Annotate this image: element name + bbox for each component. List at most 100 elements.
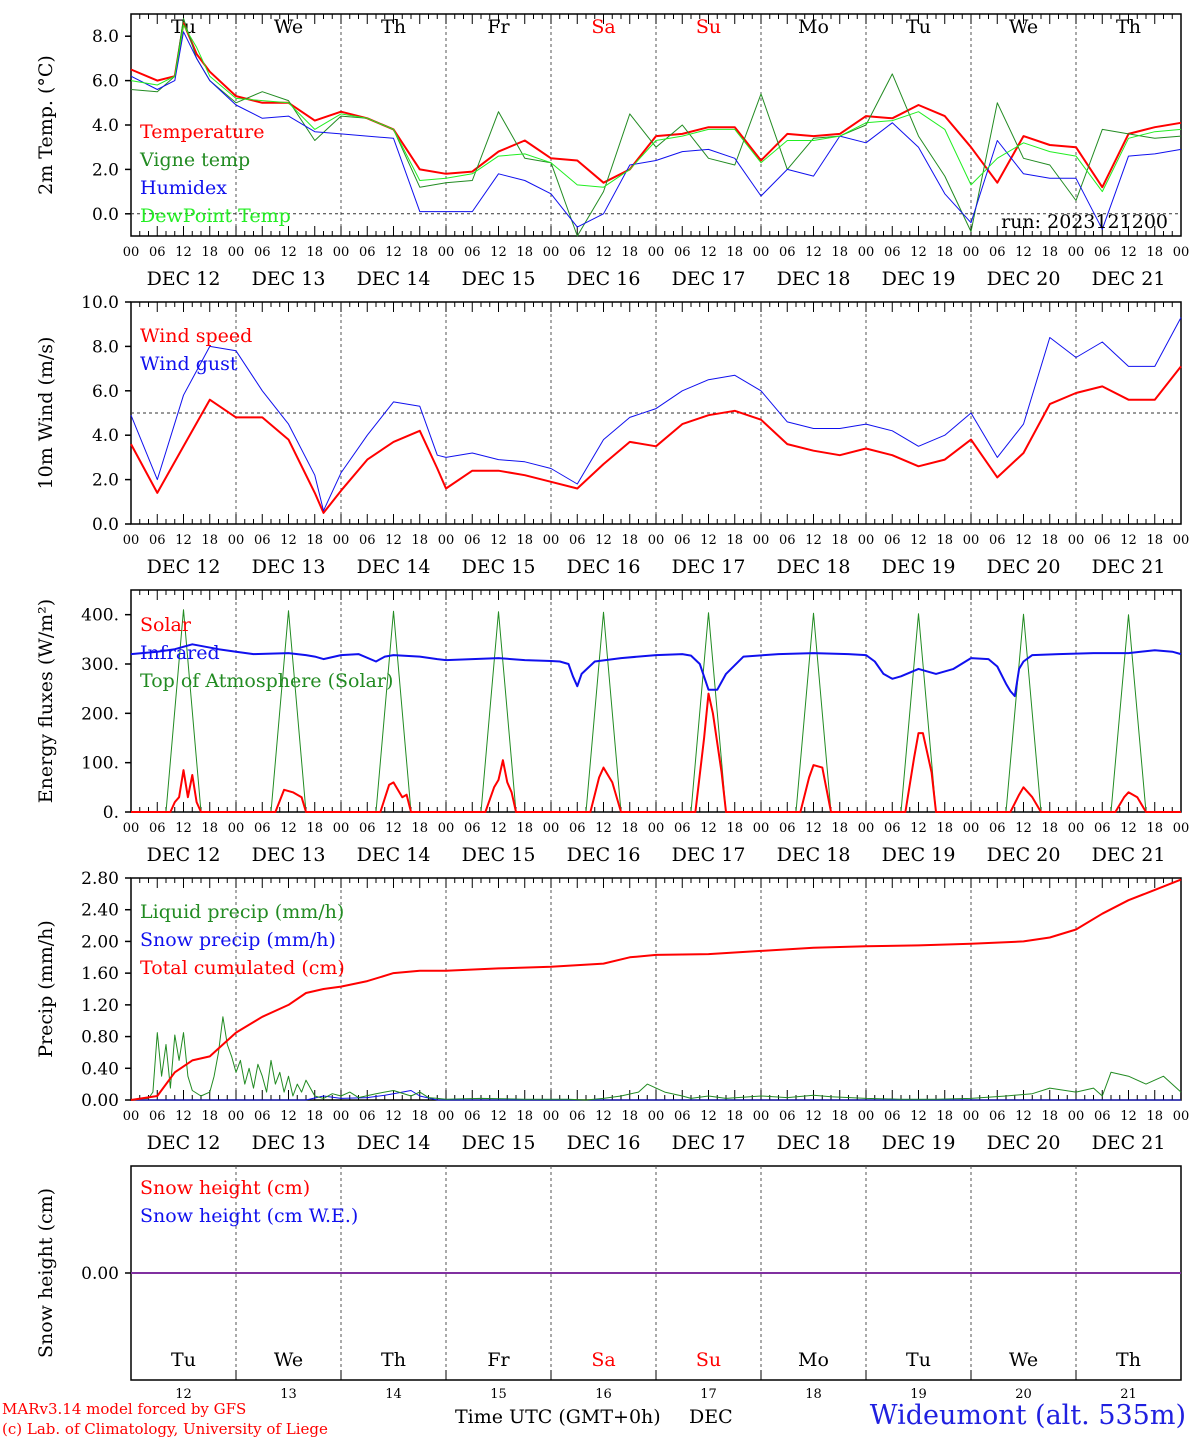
credit-lab: (c) Lab. of Climatology, University of L… xyxy=(2,1420,328,1438)
wind-ytick-label: 4.0 xyxy=(92,426,119,446)
temp-hour-label: 00 xyxy=(123,245,140,260)
temp-series-dewpoint-temp xyxy=(130,24,1182,193)
energy-hour-label: 12 xyxy=(595,821,612,836)
temp-date-label: DEC 13 xyxy=(252,268,326,290)
temp-hour-label: 12 xyxy=(1120,245,1137,260)
energy-hour-label: 18 xyxy=(1146,821,1163,836)
energy-hour-label: 00 xyxy=(1068,821,1085,836)
precip-date-label: DEC 18 xyxy=(777,1132,851,1154)
temp-ytick-label: 2.0 xyxy=(92,160,119,180)
energy-hour-label: 00 xyxy=(648,821,665,836)
energy-date-label: DEC 12 xyxy=(147,844,221,866)
energy-hour-label: 00 xyxy=(543,821,560,836)
temp-hour-label: 06 xyxy=(884,245,901,260)
energy-hour-label: 18 xyxy=(831,821,848,836)
precip-legend-liquid-precip-mm-h-: Liquid precip (mm/h) xyxy=(140,901,344,923)
temp-hour-label: 12 xyxy=(280,245,297,260)
temp-date-label: DEC 16 xyxy=(567,268,641,290)
snow-y-axis-title: Snow height (cm) xyxy=(35,1188,57,1358)
precip-hour-label: 00 xyxy=(438,1109,455,1124)
wind-hour-label: 06 xyxy=(464,533,481,548)
temp-date-label: DEC 12 xyxy=(147,268,221,290)
temp-hour-label: 18 xyxy=(306,245,323,260)
temp-hour-label: 18 xyxy=(411,245,428,260)
energy-ytick-label: 100. xyxy=(81,754,119,774)
precip-date-label: DEC 21 xyxy=(1092,1132,1166,1154)
wind-hour-label: 18 xyxy=(831,533,848,548)
precip-hour-label: 00 xyxy=(753,1109,770,1124)
energy-date-label: DEC 20 xyxy=(987,844,1061,866)
wind-date-label: DEC 17 xyxy=(672,556,746,578)
precip-date-label: DEC 13 xyxy=(252,1132,326,1154)
temp-hour-label: 00 xyxy=(753,245,770,260)
wind-hour-label: 00 xyxy=(1173,533,1190,548)
wind-date-label: DEC 13 xyxy=(252,556,326,578)
station-title: Wideumont (alt. 535m) xyxy=(869,1400,1186,1431)
wind-hour-label: 12 xyxy=(385,533,402,548)
wind-hour-label: 12 xyxy=(1015,533,1032,548)
temp-day-name: Tu xyxy=(906,16,931,38)
energy-date-label: DEC 16 xyxy=(567,844,641,866)
wind-date-label: DEC 21 xyxy=(1092,556,1166,578)
wind-hour-label: 06 xyxy=(989,533,1006,548)
temp-series-humidex xyxy=(130,31,1182,230)
wind-hour-label: 00 xyxy=(438,533,455,548)
temp-hour-label: 12 xyxy=(175,245,192,260)
energy-hour-label: 12 xyxy=(1120,821,1137,836)
precip-hour-label: 00 xyxy=(543,1109,560,1124)
snow-ytick-label: 0.00 xyxy=(81,1264,119,1284)
wind-ytick-label: 8.0 xyxy=(92,337,119,357)
precip-hour-label: 06 xyxy=(254,1109,271,1124)
energy-hour-label: 12 xyxy=(385,821,402,836)
x-axis-title: Time UTC (GMT+0h) xyxy=(455,1406,661,1428)
precip-date-label: DEC 20 xyxy=(987,1132,1061,1154)
wind-date-label: DEC 14 xyxy=(357,556,431,578)
energy-hour-label: 00 xyxy=(858,821,875,836)
wind-hour-label: 18 xyxy=(306,533,323,548)
energy-hour-label: 12 xyxy=(280,821,297,836)
temp-hour-label: 00 xyxy=(1068,245,1085,260)
temp-ytick-label: 6.0 xyxy=(92,72,119,92)
temp-date-label: DEC 20 xyxy=(987,268,1061,290)
precip-ytick-label: 2.00 xyxy=(81,932,119,952)
snow-day-name: Th xyxy=(1116,1349,1141,1371)
energy-ytick-label: 400. xyxy=(81,606,119,626)
temp-hour-label: 00 xyxy=(963,245,980,260)
run-label: run: 2023121200 xyxy=(1001,211,1168,233)
wind-hour-label: 00 xyxy=(543,533,560,548)
precip-series-liquid-precip-mm-h- xyxy=(130,1016,1182,1101)
snow-day-number: 16 xyxy=(595,1387,612,1402)
precip-hour-label: 18 xyxy=(936,1109,953,1124)
precip-hour-label: 00 xyxy=(963,1109,980,1124)
temp-hour-label: 06 xyxy=(1094,245,1111,260)
precip-hour-label: 12 xyxy=(1015,1109,1032,1124)
wind-hour-label: 00 xyxy=(228,533,245,548)
energy-series-infrared xyxy=(130,643,1182,698)
precip-hour-label: 18 xyxy=(621,1109,638,1124)
temp-date-label: DEC 18 xyxy=(777,268,851,290)
precip-hour-label: 00 xyxy=(228,1109,245,1124)
energy-date-label: DEC 19 xyxy=(882,844,956,866)
temp-hour-label: 06 xyxy=(569,245,586,260)
temp-legend-humidex: Humidex xyxy=(140,177,227,199)
snow-day-name: We xyxy=(274,1349,303,1371)
temp-y-axis-title: 2m Temp. (°C) xyxy=(35,55,57,195)
wind-hour-label: 12 xyxy=(1120,533,1137,548)
energy-hour-label: 00 xyxy=(753,821,770,836)
temp-ytick-label: 0.0 xyxy=(92,205,119,225)
meteogram-panels: 0.0 2.0 4.0 6.0 8.0 00 06 12 18 00 06 12 18 00 06 12 18 0… xyxy=(35,13,1190,1402)
wind-hour-label: 12 xyxy=(805,533,822,548)
energy-legend-infrared: Infrared xyxy=(140,642,220,664)
energy-y-axis-title: Energy fluxes (W/m²) xyxy=(35,599,57,803)
precip-hour-label: 12 xyxy=(595,1109,612,1124)
temp-date-label: DEC 14 xyxy=(357,268,431,290)
precip-hour-label: 18 xyxy=(1041,1109,1058,1124)
credit-model: MARv3.14 model forced by GFS xyxy=(2,1400,247,1418)
energy-series-solar xyxy=(131,692,1181,813)
energy-hour-label: 12 xyxy=(175,821,192,836)
snow-day-name: Tu xyxy=(906,1349,931,1371)
wind-hour-label: 18 xyxy=(621,533,638,548)
precip-hour-label: 18 xyxy=(1146,1109,1163,1124)
wind-hour-label: 00 xyxy=(858,533,875,548)
